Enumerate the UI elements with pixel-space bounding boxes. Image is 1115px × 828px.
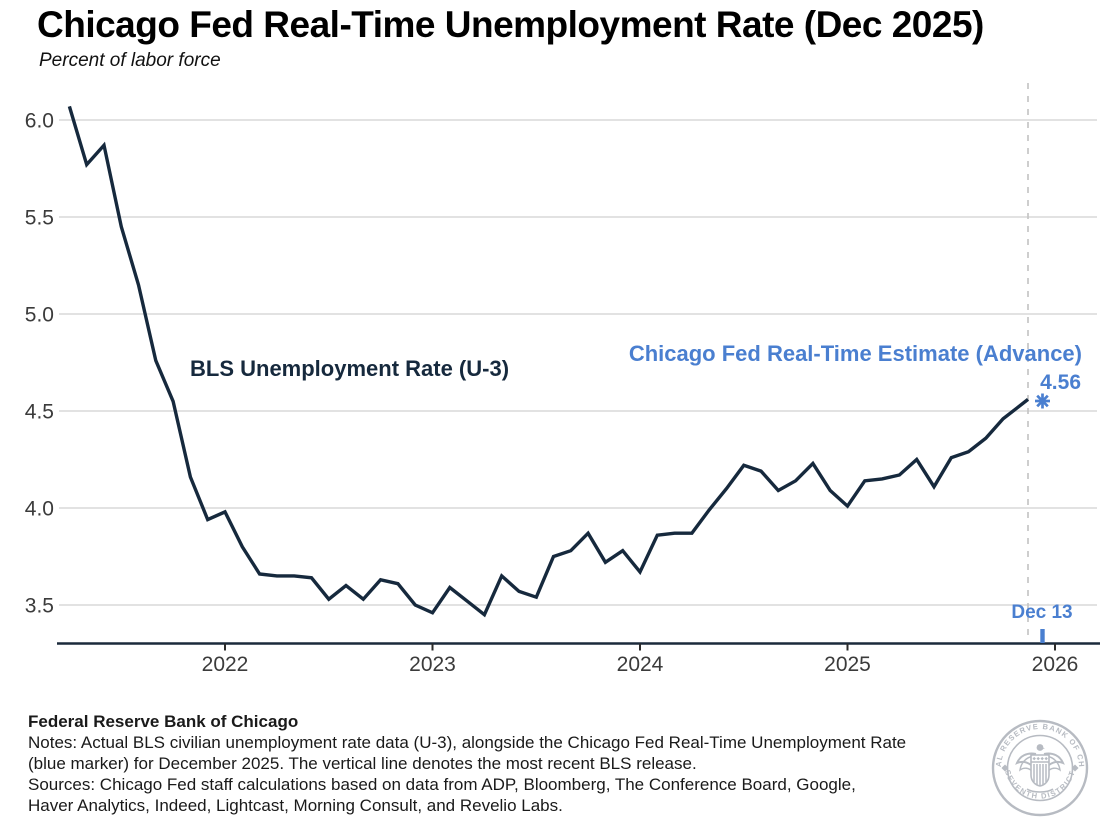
vline-date-tick: [1040, 629, 1045, 643]
chicago-fed-seal-icon: FEDERAL RESERVE BANK OF CHICAGO SEVENTH …: [991, 719, 1089, 817]
page-subtitle: Percent of labor force: [39, 50, 221, 71]
bls-unemployment-line: [67, 105, 1030, 618]
footer-notes-line1: Notes: Actual BLS civilian unemployment …: [28, 733, 907, 752]
x-axis-ticks: [224, 643, 1056, 651]
footer-org: Federal Reserve Bank of Chicago: [28, 712, 299, 731]
y-axis-labels: 3.5 4.0 4.5 5.0 5.5 6.0: [25, 110, 54, 618]
y-tick-label: 5.5: [25, 207, 54, 230]
y-tick-label: 6.0: [25, 110, 54, 133]
cf-estimate-value: 4.56: [1040, 371, 1081, 394]
cf-estimate-label: Chicago Fed Real-Time Estimate (Advance): [629, 341, 1082, 366]
unemployment-chart: 3.54.04.55.05.56.0 2022 2023 2024 2025 2026 …: [25, 83, 1100, 676]
y-tick-label: 4.5: [25, 401, 54, 424]
seal-eagle-icon: [1015, 744, 1065, 793]
x-axis-tick-labels: 2022 2023 2024 2025 2026: [202, 653, 1079, 676]
x-tick-label: 2025: [824, 653, 871, 676]
cf-estimate-asterisk-marker: [1035, 393, 1050, 409]
vline-date-label: Dec 13: [1011, 602, 1072, 623]
footer-sources-line2: Haver Analytics, Indeed, Lightcast, Morn…: [28, 796, 563, 815]
page-title: Chicago Fed Real-Time Unemployment Rate …: [37, 4, 984, 45]
chart-footer: Federal Reserve Bank of Chicago Notes: A…: [28, 711, 906, 816]
footer-sources-line1: Sources: Chicago Fed staff calculations …: [28, 775, 856, 794]
x-tick-label: 2022: [202, 653, 249, 676]
y-tick-label: 5.0: [25, 304, 54, 327]
gridlines: [59, 119, 1097, 606]
footer-notes-line2: (blue marker) for December 2025. The ver…: [28, 754, 697, 773]
bls-series-label: BLS Unemployment Rate (U-3): [190, 356, 509, 381]
y-tick-label: 3.5: [25, 595, 54, 618]
x-tick-label: 2026: [1032, 653, 1079, 676]
x-tick-label: 2024: [617, 653, 664, 676]
y-tick-label: 4.0: [25, 498, 54, 521]
x-tick-label: 2023: [409, 653, 456, 676]
